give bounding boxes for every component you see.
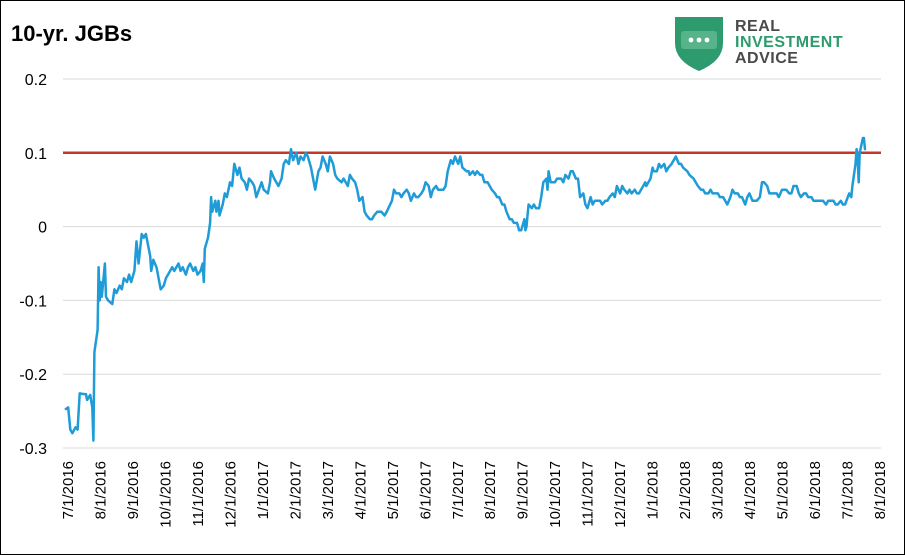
- brand-line-advice: ADVICE: [735, 50, 799, 67]
- y-tick-label: 0: [38, 220, 47, 237]
- x-tick-label: 8/1/2018: [872, 461, 889, 519]
- x-tick-label: 3/1/2017: [320, 461, 337, 519]
- chart-title: 10-yr. JGBs: [11, 21, 133, 46]
- x-tick-label: 11/1/2016: [190, 461, 207, 527]
- y-tick-label: 0.2: [25, 72, 47, 89]
- x-tick-label: 4/1/2018: [742, 461, 759, 519]
- shield-speech-bubble-icon: [675, 17, 723, 71]
- y-tick-label: -0.2: [19, 367, 47, 384]
- x-tick-label: 8/1/2017: [482, 461, 499, 519]
- x-tick-label: 8/1/2016: [92, 461, 109, 519]
- brand-logo: REAL INVESTMENT ADVICE: [669, 13, 879, 73]
- x-tick-label: 6/1/2018: [807, 461, 824, 519]
- brand-line-real: REAL: [735, 18, 781, 35]
- series-line-jgb-yield: [64, 136, 867, 442]
- y-tick-label: 0.1: [25, 146, 47, 163]
- x-tick-label: 3/1/2018: [710, 461, 727, 519]
- x-tick-label: 1/1/2017: [255, 461, 272, 519]
- x-tick-label: 11/1/2017: [580, 461, 597, 527]
- y-tick-label: -0.3: [19, 441, 47, 458]
- x-tick-label: 5/1/2017: [385, 461, 402, 519]
- x-tick-label: 1/1/2018: [645, 461, 662, 519]
- x-tick-label: 10/1/2016: [157, 461, 174, 528]
- x-tick-label: 9/1/2016: [125, 461, 142, 519]
- x-tick-label: 12/1/2016: [222, 461, 239, 528]
- x-tick-label: 6/1/2017: [417, 461, 434, 519]
- x-tick-label: 7/1/2017: [450, 461, 467, 519]
- x-tick-label: 5/1/2018: [775, 461, 792, 519]
- x-tick-label: 10/1/2017: [547, 461, 564, 528]
- brand-name: REAL INVESTMENT ADVICE: [735, 19, 843, 67]
- x-tick-label: 2/1/2018: [677, 461, 694, 519]
- y-tick-label: -0.1: [19, 293, 47, 310]
- x-tick-label: 12/1/2017: [612, 461, 629, 528]
- x-tick-label: 7/1/2018: [840, 461, 857, 519]
- x-tick-label: 9/1/2017: [515, 461, 532, 519]
- x-tick-label: 2/1/2017: [287, 461, 304, 519]
- x-tick-label: 7/1/2016: [60, 461, 77, 519]
- brand-line-investment: INVESTMENT: [735, 34, 844, 51]
- x-tick-label: 4/1/2017: [352, 461, 369, 519]
